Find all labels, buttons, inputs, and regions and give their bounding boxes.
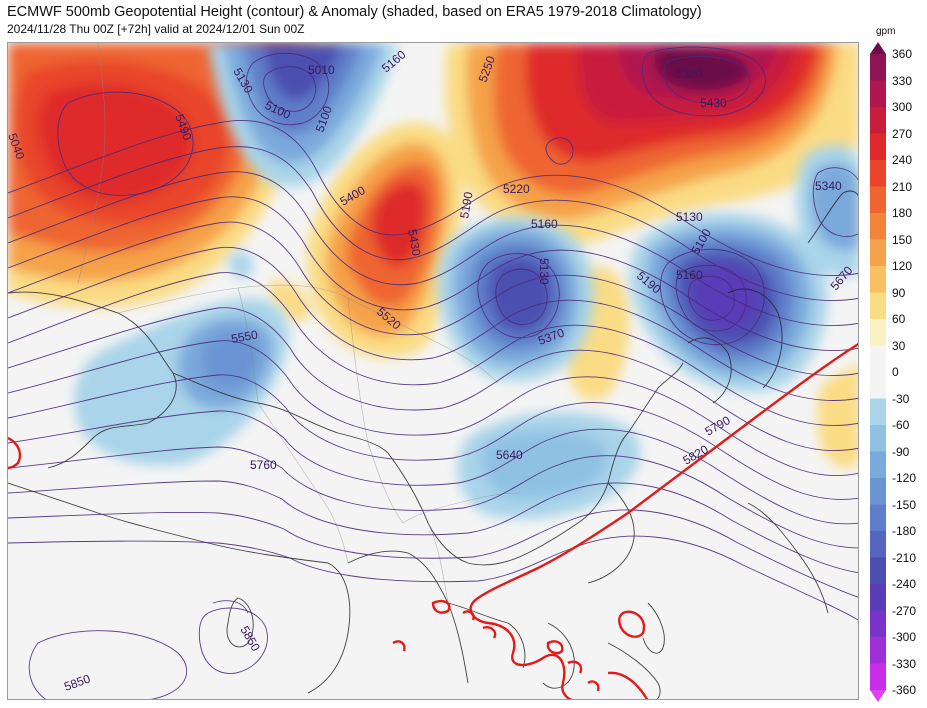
- colorbar-tick-label: -330: [892, 656, 917, 671]
- contour-label: 5160: [676, 268, 703, 282]
- colorbar-swatch: [870, 663, 886, 691]
- contour-5880: [8, 342, 858, 699]
- contour-label: 5760: [250, 458, 277, 472]
- colorbar-tick-label: 120: [892, 259, 913, 273]
- colorbar-tick-label: 300: [892, 100, 913, 114]
- colorbar-tick-label: 90: [892, 285, 906, 300]
- colorbar-swatch: [870, 266, 886, 293]
- contour-label: 5430: [700, 96, 727, 110]
- contour-label: 5130: [676, 210, 703, 224]
- borders: [77, 43, 519, 604]
- map-subtitle: 2024/11/28 Thu 00Z [+72h] valid at 2024/…: [7, 22, 305, 36]
- contour-label: 5190: [457, 190, 475, 219]
- colorbar-swatch: [870, 292, 886, 320]
- colorbar-tick-label: -150: [892, 497, 917, 512]
- colorbar-tick-label: -270: [892, 603, 917, 618]
- colorbar: 360 330 300 270 240 210 180 150 120 90 60 30 0 -30 -60…: [868, 26, 927, 706]
- colorbar-swatch: [870, 557, 886, 585]
- colorbar-tick-label: 0: [892, 365, 899, 379]
- colorbar-swatch: [870, 372, 886, 399]
- colorbar-tick-label: -300: [892, 630, 917, 644]
- colorbar-tick-label: 360: [892, 47, 913, 61]
- colorbar-tick-label: -360: [892, 683, 917, 697]
- contour-label: 5130: [537, 258, 551, 285]
- colorbar-tick-label: -240: [892, 577, 917, 591]
- colorbar-swatches: [870, 42, 886, 702]
- colorbar-swatch: [870, 584, 886, 611]
- height-contours: [8, 46, 858, 699]
- colorbar-tick-label: -90: [892, 444, 910, 459]
- contour-label: 5640: [496, 448, 523, 462]
- colorbar-tick-label: 180: [892, 206, 913, 220]
- colorbar-tick-label: -120: [892, 471, 917, 485]
- contour-label: 5320: [676, 67, 703, 81]
- colorbar-swatch: [870, 107, 886, 134]
- colorbar-swatch: [870, 478, 886, 505]
- colorbar-tick-label: -60: [892, 418, 910, 432]
- colorbar-swatch: [870, 610, 886, 638]
- colorbar-swatch: [870, 637, 886, 664]
- contour-label: 5340: [815, 179, 842, 193]
- colorbar-swatch: [870, 398, 886, 426]
- colorbar-tick-label: -210: [892, 550, 917, 565]
- colorbar-swatch: [870, 133, 886, 161]
- colorbar-tick-label: -180: [892, 524, 917, 538]
- colorbar-swatch: [870, 186, 886, 214]
- colorbar-swatch: [870, 80, 886, 108]
- colorbar-swatch: [870, 319, 886, 346]
- colorbar-tick-label: 330: [892, 73, 913, 88]
- colorbar-tick-label: 210: [892, 179, 913, 194]
- colorbar-tick-label: 240: [892, 153, 913, 167]
- contour-label: 5160: [531, 217, 558, 231]
- coastlines: [8, 190, 858, 699]
- colorbar-tick-label: 30: [892, 338, 906, 353]
- contour-label: 5550: [230, 327, 259, 345]
- colorbar-tick-label: 150: [892, 232, 913, 247]
- colorbar-unit: gpm: [876, 26, 896, 37]
- colorbar-swatch: [870, 345, 886, 373]
- colorbar-swatch: [870, 239, 886, 267]
- colorbar-tick-label: -30: [892, 391, 910, 406]
- colorbar-swatch: [870, 531, 886, 558]
- colorbar-extend-max: [870, 42, 886, 54]
- contour-label: 5010: [308, 63, 335, 77]
- colorbar-tick-label: 60: [892, 312, 906, 326]
- map-panel: 5010 5100 5160 5100 5130 5250 5220 5320 …: [7, 42, 859, 700]
- colorbar-swatch: [870, 160, 886, 187]
- colorbar-tick-label: 270: [892, 126, 913, 141]
- colorbar-swatch: [870, 54, 886, 81]
- colorbar-swatch: [870, 213, 886, 240]
- colorbar-extend-min: [870, 690, 886, 702]
- contour-label: 5430: [405, 228, 423, 257]
- contour-label: 5220: [503, 182, 530, 196]
- map-title: ECMWF 500mb Geopotential Height (contour…: [7, 4, 702, 20]
- colorbar-swatch: [870, 425, 886, 452]
- colorbar-swatch: [870, 451, 886, 479]
- colorbar-swatch: [870, 504, 886, 532]
